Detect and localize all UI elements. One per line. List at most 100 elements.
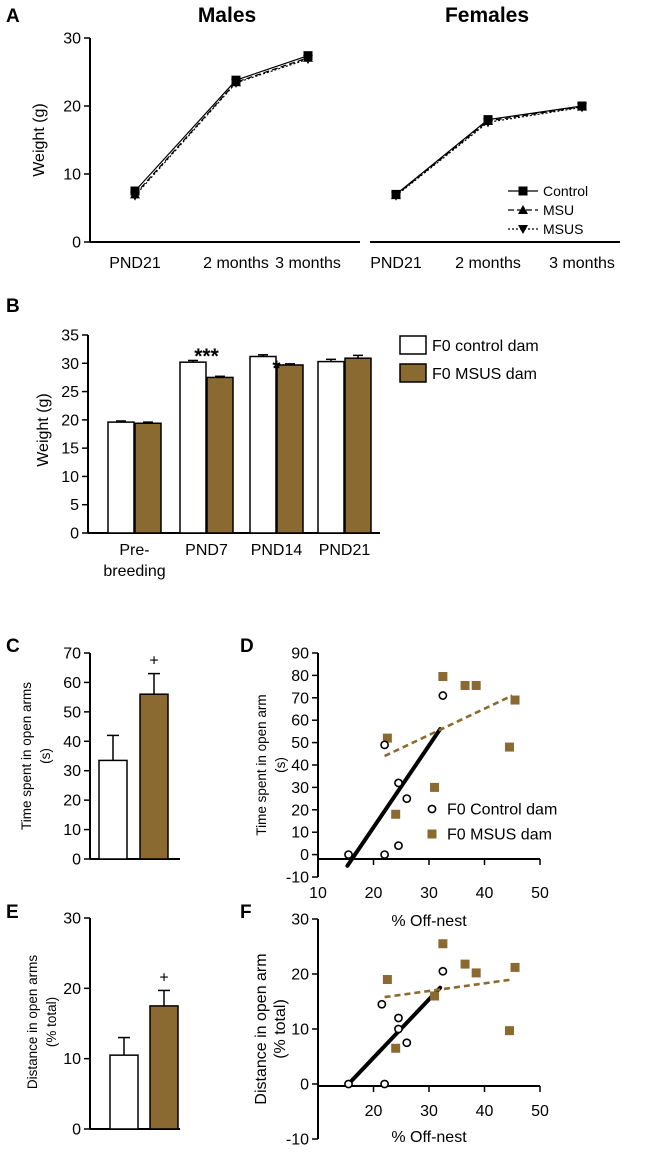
b-significance-marker: * bbox=[272, 357, 281, 380]
a-legend-label: MSU bbox=[543, 202, 574, 218]
a-y-tick-label: 10 bbox=[63, 167, 81, 184]
d-y-tick-label: -10 bbox=[286, 870, 309, 887]
panel-label-e: E bbox=[6, 902, 19, 923]
a-females-point-control bbox=[577, 101, 587, 111]
c-significance-marker: + bbox=[149, 653, 158, 670]
d-x-label: % Off-nest bbox=[391, 913, 467, 930]
d-x-tick-label: 10 bbox=[309, 885, 327, 902]
d-legend-marker bbox=[427, 804, 437, 814]
c-y-tick-label: 60 bbox=[63, 675, 81, 692]
f-point-msus bbox=[471, 968, 481, 978]
f-point-control bbox=[380, 1079, 389, 1089]
d-y-tick-label: 30 bbox=[291, 780, 309, 797]
d-y-tick-label: 40 bbox=[291, 758, 309, 775]
c-y-tick-label: 70 bbox=[63, 646, 81, 663]
d-y-tick-label: 20 bbox=[291, 802, 309, 819]
d-x-tick-label: 40 bbox=[476, 885, 494, 902]
a-females-x-tick-label: 3 months bbox=[549, 255, 615, 272]
e-y-label-unit: (% total) bbox=[44, 997, 59, 1047]
f-x-tick-label: 40 bbox=[476, 1103, 494, 1120]
b-x-tick-label: PND21 bbox=[319, 542, 371, 559]
f-point-msus bbox=[460, 959, 470, 969]
b-bar-msus bbox=[206, 376, 234, 534]
b-legend-label: F0 MSUS dam bbox=[432, 366, 537, 383]
a-females-point-control bbox=[391, 189, 401, 199]
b-legend-label: F0 control dam bbox=[432, 338, 539, 355]
b-y-label: Weight (g) bbox=[35, 393, 52, 467]
c-y-tick-label: 10 bbox=[63, 822, 81, 839]
b-bar-control bbox=[249, 355, 277, 534]
f-point-control bbox=[394, 1024, 403, 1034]
d-fit-line-control bbox=[345, 727, 443, 868]
b-bar-control bbox=[179, 361, 207, 534]
d-legend-label: F0 MSUS dam bbox=[447, 827, 552, 844]
b-x-tick-label: breeding bbox=[103, 563, 165, 580]
f-x-tick-label: 30 bbox=[420, 1103, 438, 1120]
f-point-control bbox=[394, 1013, 403, 1023]
a-males-series-line-msus bbox=[134, 58, 309, 197]
d-legend-label: F0 Control dam bbox=[447, 802, 557, 819]
d-point-msus bbox=[438, 672, 448, 682]
d-y-tick-label: 60 bbox=[291, 713, 309, 730]
f-y-tick-label: 10 bbox=[291, 1022, 309, 1039]
panel-label-f: F bbox=[240, 902, 252, 923]
c-y-tick-label: 0 bbox=[72, 852, 81, 869]
f-point-control bbox=[438, 966, 448, 976]
b-y-tick-label: 15 bbox=[61, 441, 79, 458]
b-significance-marker: *** bbox=[194, 345, 219, 368]
f-point-msus bbox=[510, 962, 520, 972]
a-females-x-tick-label: 2 months bbox=[455, 255, 521, 272]
b-y-tick-label: 35 bbox=[61, 328, 79, 345]
a-legend-label: MSUS bbox=[543, 221, 583, 237]
d-point-control bbox=[380, 740, 389, 750]
a-males-point-control bbox=[303, 51, 313, 61]
f-point-msus bbox=[504, 1026, 514, 1036]
d-point-msus bbox=[430, 782, 440, 792]
d-y-tick-label: 10 bbox=[291, 825, 309, 842]
c-y-tick-label: 20 bbox=[63, 793, 81, 810]
c-y-tick-label: 30 bbox=[63, 763, 81, 780]
b-bar-msus bbox=[134, 422, 162, 534]
e-bar-control bbox=[109, 1054, 139, 1130]
c-y-label-unit: (s) bbox=[38, 748, 53, 764]
a-males-point-control bbox=[231, 75, 241, 85]
e-y-tick-label: 20 bbox=[63, 981, 81, 998]
d-y-tick-label: 90 bbox=[291, 646, 309, 663]
d-point-msus bbox=[391, 809, 401, 819]
b-y-tick-label: 5 bbox=[70, 497, 79, 514]
a-y-tick-label: 30 bbox=[63, 31, 81, 48]
f-point-msus bbox=[430, 991, 440, 1001]
f-point-control bbox=[402, 1038, 412, 1048]
a-females-x-tick-label: PND21 bbox=[370, 255, 422, 272]
e-y-label: Distance in open arms bbox=[25, 955, 40, 1090]
d-point-msus bbox=[510, 695, 520, 705]
panel-label-d: D bbox=[240, 636, 254, 657]
c-bar-control bbox=[98, 759, 128, 860]
a-females-title: Females bbox=[445, 4, 529, 27]
d-y-tick-label: 0 bbox=[300, 847, 309, 864]
d-y-label: Time spent in open arm bbox=[254, 694, 269, 835]
a-y-tick-label: 20 bbox=[63, 99, 81, 116]
b-bar-msus bbox=[344, 357, 372, 534]
d-x-tick-label: 30 bbox=[420, 885, 438, 902]
b-y-tick-label: 10 bbox=[61, 469, 79, 486]
f-y-tick-label: -10 bbox=[286, 1132, 309, 1149]
d-point-control bbox=[402, 794, 412, 803]
d-y-tick-label: 80 bbox=[291, 668, 309, 685]
b-legend-swatch bbox=[399, 363, 427, 383]
b-x-tick-label: PND14 bbox=[251, 542, 303, 559]
d-y-tick-label: 50 bbox=[291, 735, 309, 752]
b-x-tick-label: PND7 bbox=[185, 542, 228, 559]
d-y-tick-label: 70 bbox=[291, 690, 309, 707]
d-legend-marker bbox=[427, 829, 437, 839]
panel-label-c: C bbox=[6, 636, 20, 657]
b-y-tick-label: 30 bbox=[61, 356, 79, 373]
a-legend-label: Control bbox=[543, 183, 588, 199]
f-y-tick-label: 0 bbox=[300, 1077, 309, 1094]
f-point-msus bbox=[382, 975, 392, 984]
d-x-tick-label: 50 bbox=[531, 885, 549, 902]
a-males-x-tick-label: 2 months bbox=[203, 255, 269, 272]
d-point-control bbox=[394, 841, 403, 851]
d-point-control bbox=[344, 850, 353, 859]
c-y-tick-label: 50 bbox=[63, 704, 81, 721]
